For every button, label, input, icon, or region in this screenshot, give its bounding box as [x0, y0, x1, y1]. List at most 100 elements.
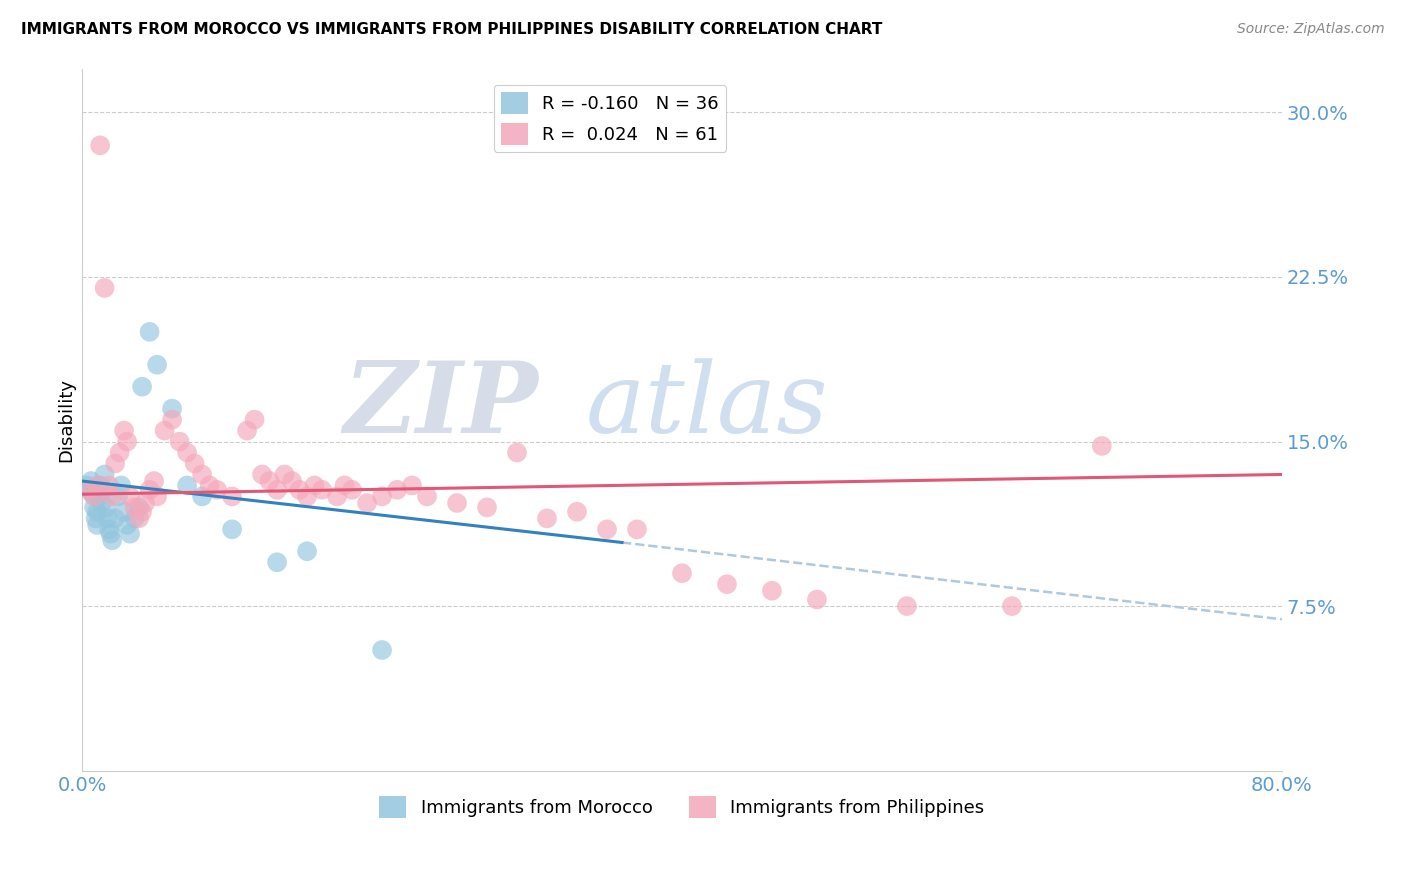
Text: atlas: atlas — [586, 358, 828, 453]
Point — [281, 474, 304, 488]
Point — [146, 490, 169, 504]
Text: Source: ZipAtlas.com: Source: ZipAtlas.com — [1237, 22, 1385, 37]
Point — [124, 500, 146, 515]
Point — [191, 490, 214, 504]
Point — [110, 478, 132, 492]
Point — [671, 566, 693, 581]
Point — [86, 478, 108, 492]
Point — [475, 500, 498, 515]
Point — [98, 522, 121, 536]
Point — [340, 483, 363, 497]
Text: IMMIGRANTS FROM MOROCCO VS IMMIGRANTS FROM PHILIPPINES DISABILITY CORRELATION CH: IMMIGRANTS FROM MOROCCO VS IMMIGRANTS FR… — [21, 22, 883, 37]
Point — [146, 358, 169, 372]
Point — [128, 500, 150, 515]
Point — [565, 505, 588, 519]
Point — [84, 511, 107, 525]
Point — [101, 490, 124, 504]
Point — [1091, 439, 1114, 453]
Point — [86, 505, 108, 519]
Y-axis label: Disability: Disability — [58, 377, 75, 461]
Point — [83, 500, 105, 515]
Point — [626, 522, 648, 536]
Point — [371, 643, 394, 657]
Point — [120, 490, 142, 504]
Point — [98, 478, 121, 492]
Point — [101, 533, 124, 548]
Point — [371, 490, 394, 504]
Point — [128, 511, 150, 525]
Point — [761, 583, 783, 598]
Point — [266, 483, 288, 497]
Point — [89, 478, 111, 492]
Point — [97, 511, 120, 525]
Point — [295, 490, 318, 504]
Point — [93, 281, 115, 295]
Point — [131, 505, 153, 519]
Point — [295, 544, 318, 558]
Point — [93, 467, 115, 482]
Point — [273, 467, 295, 482]
Point — [198, 478, 221, 492]
Point — [385, 483, 408, 497]
Point — [176, 478, 198, 492]
Point — [104, 457, 127, 471]
Point — [266, 555, 288, 569]
Point — [89, 138, 111, 153]
Point — [191, 467, 214, 482]
Point — [176, 445, 198, 459]
Point — [115, 434, 138, 449]
Point — [112, 424, 135, 438]
Point — [91, 483, 114, 497]
Point — [896, 599, 918, 614]
Point — [108, 445, 131, 459]
Point — [160, 401, 183, 416]
Point — [183, 457, 205, 471]
Point — [107, 490, 129, 504]
Point — [79, 483, 101, 497]
Legend: Immigrants from Morocco, Immigrants from Philippines: Immigrants from Morocco, Immigrants from… — [373, 789, 991, 825]
Point — [143, 474, 166, 488]
Point — [138, 483, 160, 497]
Point — [80, 474, 103, 488]
Point — [221, 490, 243, 504]
Point — [131, 380, 153, 394]
Point — [243, 412, 266, 426]
Point — [79, 483, 101, 497]
Point — [311, 483, 333, 497]
Point — [259, 474, 281, 488]
Point — [236, 424, 259, 438]
Point — [94, 500, 117, 515]
Point — [87, 490, 110, 504]
Point — [356, 496, 378, 510]
Point — [1001, 599, 1024, 614]
Point — [716, 577, 738, 591]
Point — [134, 496, 156, 510]
Point — [250, 467, 273, 482]
Point — [401, 478, 423, 492]
Point — [120, 526, 142, 541]
Point — [304, 478, 326, 492]
Point — [82, 487, 104, 501]
Point — [160, 412, 183, 426]
Point — [138, 325, 160, 339]
Point — [100, 526, 122, 541]
Text: ZIP: ZIP — [343, 358, 538, 454]
Point — [205, 483, 228, 497]
Point — [221, 522, 243, 536]
Point — [115, 517, 138, 532]
Point — [536, 511, 558, 525]
Point — [326, 490, 349, 504]
Point — [153, 424, 176, 438]
Point — [333, 478, 356, 492]
Point — [806, 592, 828, 607]
Point — [90, 496, 112, 510]
Point — [76, 478, 98, 492]
Point — [86, 517, 108, 532]
Point — [506, 445, 529, 459]
Point — [596, 522, 619, 536]
Point — [112, 505, 135, 519]
Point — [416, 490, 439, 504]
Point — [104, 511, 127, 525]
Point — [169, 434, 191, 449]
Point — [83, 490, 105, 504]
